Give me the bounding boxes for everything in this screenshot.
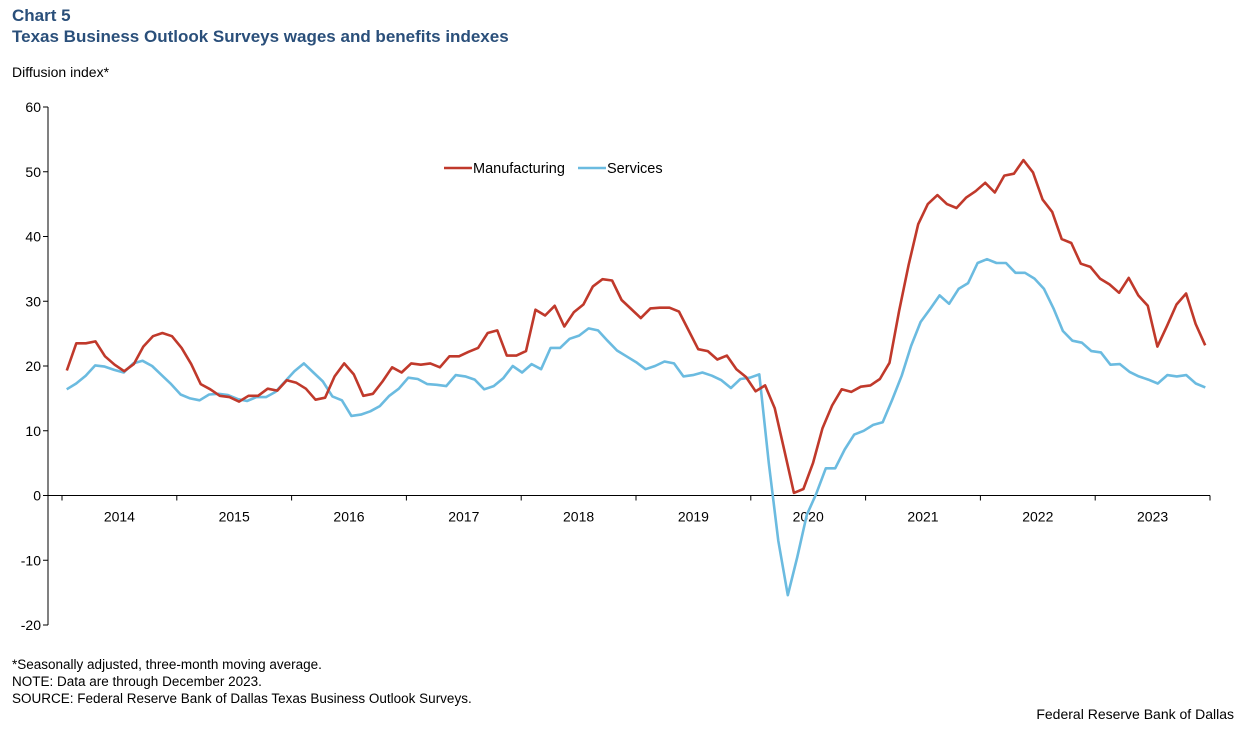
chart-legend: Manufacturing Services <box>444 161 663 177</box>
chart-series <box>65 158 1207 597</box>
y-tick-label: 60 <box>25 99 41 115</box>
chart-notes: *Seasonally adjusted, three-month moving… <box>12 656 472 707</box>
x-tick-label: 2020 <box>793 509 824 525</box>
y-axis-label: Diffusion index* <box>12 64 110 80</box>
y-tick-label: 40 <box>25 229 41 245</box>
chart-title: Texas Business Outlook Surveys wages and… <box>12 27 509 46</box>
x-tick-label: 2015 <box>219 509 250 525</box>
y-tick-label: 50 <box>25 164 41 180</box>
y-tick-label: 20 <box>25 358 41 374</box>
chart-axes: -20 -10 0 10 20 30 40 50 60 2014 2015 2016 2017 2018 2… <box>21 99 1211 633</box>
note-source: SOURCE: Federal Reserve Bank of Dallas T… <box>12 691 472 706</box>
x-tick-label: 2022 <box>1022 509 1053 525</box>
y-tick-label: 0 <box>33 488 41 504</box>
note-seasonal: *Seasonally adjusted, three-month moving… <box>12 657 322 672</box>
y-tick-label: 10 <box>25 423 41 439</box>
legend-label-services: Services <box>607 161 663 177</box>
x-tick-label: 2014 <box>104 509 135 525</box>
series-line-services <box>66 257 1206 597</box>
x-tick-label: 2016 <box>333 509 364 525</box>
x-tick-label: 2018 <box>563 509 594 525</box>
series-line-manufacturing <box>65 158 1207 495</box>
note-data-through: NOTE: Data are through December 2023. <box>12 674 262 689</box>
x-tick-label: 2017 <box>448 509 479 525</box>
y-tick-label: -20 <box>21 617 41 633</box>
y-tick-label: 30 <box>25 293 41 309</box>
x-tick-label: 2023 <box>1137 509 1168 525</box>
chart-number: Chart 5 <box>12 6 71 25</box>
legend-label-manufacturing: Manufacturing <box>473 161 565 177</box>
credit: Federal Reserve Bank of Dallas <box>1036 706 1234 722</box>
x-tick-label: 2019 <box>678 509 709 525</box>
x-tick-label: 2021 <box>907 509 938 525</box>
y-tick-label: -10 <box>21 552 41 568</box>
